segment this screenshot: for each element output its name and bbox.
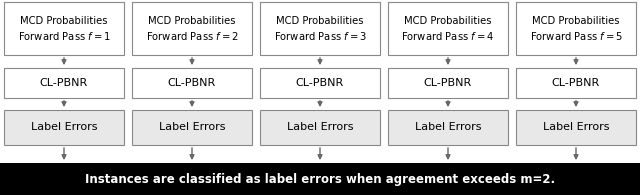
Text: Label Errors: Label Errors [543,122,609,132]
Bar [132,68,252,98]
Text: CL-PBNR: CL-PBNR [296,78,344,88]
Bar [4,2,124,55]
Bar [132,110,252,145]
Bar [516,68,636,98]
Text: CL-PBNR: CL-PBNR [168,78,216,88]
Bar [260,110,380,145]
Bar [260,2,380,55]
Text: MCD Probabilities
Forward Pass $f = 4$: MCD Probabilities Forward Pass $f = 4$ [401,15,495,42]
Text: MCD Probabilities
Forward Pass $f = 5$: MCD Probabilities Forward Pass $f = 5$ [529,15,623,42]
Bar [388,68,508,98]
Bar [516,2,636,55]
Bar [516,110,636,145]
Text: CL-PBNR: CL-PBNR [552,78,600,88]
Bar [260,68,380,98]
Bar [4,68,124,98]
Text: CL-PBNR: CL-PBNR [40,78,88,88]
Text: Label Errors: Label Errors [159,122,225,132]
Bar [388,2,508,55]
Text: MCD Probabilities
Forward Pass $f = 3$: MCD Probabilities Forward Pass $f = 3$ [273,15,367,42]
Text: Label Errors: Label Errors [415,122,481,132]
Text: Label Errors: Label Errors [287,122,353,132]
Text: MCD Probabilities
Forward Pass $f = 1$: MCD Probabilities Forward Pass $f = 1$ [17,15,111,42]
Text: Instances are classified as label errors when agreement exceeds m=2.: Instances are classified as label errors… [85,173,555,185]
Text: MCD Probabilities
Forward Pass $f = 2$: MCD Probabilities Forward Pass $f = 2$ [145,15,239,42]
Bar [388,110,508,145]
Bar [132,2,252,55]
Bar [4,110,124,145]
Bar [0,163,640,195]
Text: CL-PBNR: CL-PBNR [424,78,472,88]
Text: Label Errors: Label Errors [31,122,97,132]
